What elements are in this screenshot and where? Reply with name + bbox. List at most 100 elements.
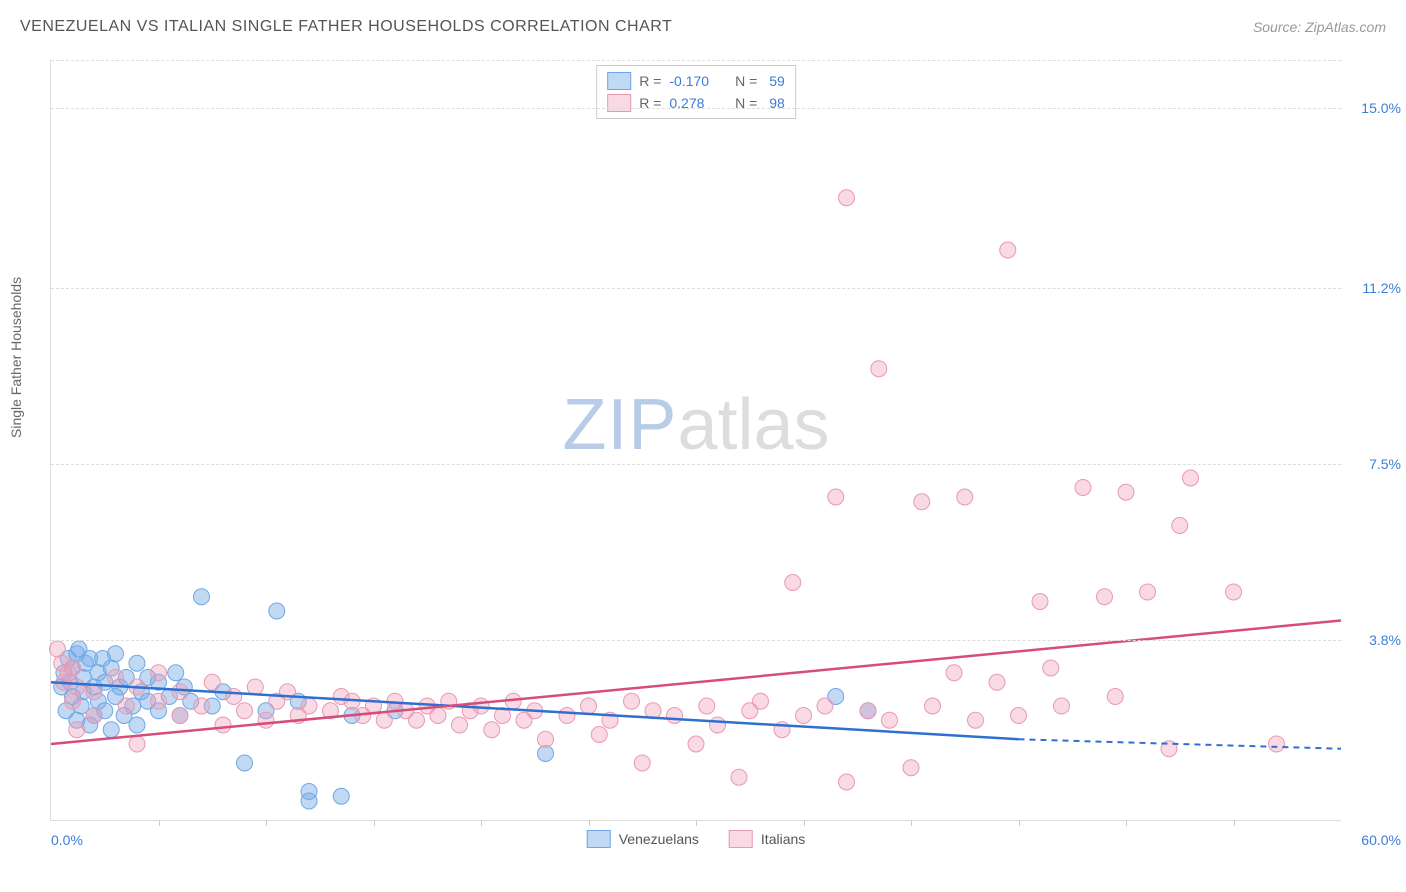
italians-point xyxy=(1000,242,1016,258)
italians-point xyxy=(1226,584,1242,600)
x-axis-minor-tick xyxy=(374,820,375,826)
italians-point xyxy=(409,712,425,728)
italians-point xyxy=(226,689,242,705)
italians-point xyxy=(108,670,124,686)
italians-point xyxy=(172,708,188,724)
gridline xyxy=(51,60,1341,61)
italians-point xyxy=(699,698,715,714)
italians-point xyxy=(129,736,145,752)
venezuelans-point xyxy=(194,589,210,605)
italians-point xyxy=(559,708,575,724)
venezuelans-point xyxy=(103,722,119,738)
venezuelans-point xyxy=(129,655,145,671)
italians-point xyxy=(667,708,683,724)
legend-n-label: N = xyxy=(727,95,757,111)
legend-row-italians: R =0.278 N = 98 xyxy=(607,92,785,114)
x-axis-minor-tick xyxy=(1234,820,1235,826)
italians-point xyxy=(118,698,134,714)
italians-point xyxy=(301,698,317,714)
scatter-plot xyxy=(51,60,1341,820)
italians-point xyxy=(538,731,554,747)
italians-point xyxy=(194,698,210,714)
italians-point xyxy=(69,722,85,738)
italians-point xyxy=(172,684,188,700)
italians-point xyxy=(968,712,984,728)
italians-point xyxy=(828,489,844,505)
source-attribution: Source: ZipAtlas.com xyxy=(1253,19,1386,35)
italians-point xyxy=(710,717,726,733)
venezuelans-point xyxy=(237,755,253,771)
venezuelans-point xyxy=(108,646,124,662)
y-axis-tick-label: 3.8% xyxy=(1369,632,1401,648)
legend-n-value: 98 xyxy=(765,95,784,111)
italians-point xyxy=(796,708,812,724)
series-legend-label: Venezuelans xyxy=(619,831,699,847)
x-axis-minor-tick xyxy=(1019,820,1020,826)
venezuelans-point xyxy=(538,746,554,762)
italians-point xyxy=(903,760,919,776)
italians-point xyxy=(839,774,855,790)
italians-point xyxy=(430,708,446,724)
italians-point xyxy=(860,703,876,719)
italians-point xyxy=(1075,480,1091,496)
italians-point xyxy=(215,717,231,733)
y-axis-label: Single Father Households xyxy=(8,277,24,438)
italians-point xyxy=(1183,470,1199,486)
italians-point xyxy=(247,679,263,695)
venezuelans-point xyxy=(129,717,145,733)
x-axis-minor-tick xyxy=(481,820,482,826)
italians-point xyxy=(69,679,85,695)
italians-point xyxy=(452,717,468,733)
y-axis-tick-label: 11.2% xyxy=(1362,280,1401,296)
x-axis-max-label: 60.0% xyxy=(1361,832,1401,848)
italians-point xyxy=(957,489,973,505)
italians-point xyxy=(871,361,887,377)
italians-point xyxy=(989,674,1005,690)
italians-point xyxy=(946,665,962,681)
correlation-legend: R =-0.170 N = 59R =0.278 N = 98 xyxy=(596,65,796,119)
italians-point xyxy=(258,712,274,728)
gridline xyxy=(51,640,1341,641)
series-legend-label: Italians xyxy=(761,831,805,847)
legend-n-value: 59 xyxy=(765,73,784,89)
venezuelans-trendline-extrapolated xyxy=(1019,739,1342,749)
series-legend: Venezuelans Italians xyxy=(587,830,806,848)
italians-point xyxy=(1118,484,1134,500)
legend-swatch xyxy=(729,830,753,848)
italians-point xyxy=(785,575,801,591)
series-legend-item: Venezuelans xyxy=(587,830,699,848)
x-axis-minor-tick xyxy=(804,820,805,826)
legend-swatch xyxy=(607,94,631,112)
italians-point xyxy=(65,693,81,709)
italians-point xyxy=(473,698,489,714)
italians-point xyxy=(624,693,640,709)
x-axis-min-label: 0.0% xyxy=(51,832,83,848)
italians-point xyxy=(925,698,941,714)
italians-point xyxy=(204,674,220,690)
italians-point xyxy=(817,698,833,714)
italians-point xyxy=(65,660,81,676)
x-axis-minor-tick xyxy=(1126,820,1127,826)
italians-point xyxy=(1097,589,1113,605)
y-axis-tick-label: 7.5% xyxy=(1369,456,1401,472)
gridline xyxy=(51,108,1341,109)
italians-point xyxy=(688,736,704,752)
italians-point xyxy=(581,698,597,714)
italians-point xyxy=(1172,518,1188,534)
italians-point xyxy=(1140,584,1156,600)
legend-swatch xyxy=(607,72,631,90)
italians-point xyxy=(237,703,253,719)
legend-swatch xyxy=(587,830,611,848)
italians-point xyxy=(914,494,930,510)
italians-point xyxy=(1107,689,1123,705)
italians-point xyxy=(151,693,167,709)
venezuelans-point xyxy=(333,788,349,804)
italians-point xyxy=(151,665,167,681)
legend-r-label: R = xyxy=(639,95,661,111)
italians-point xyxy=(634,755,650,771)
legend-row-venezuelans: R =-0.170 N = 59 xyxy=(607,70,785,92)
legend-n-label: N = xyxy=(727,73,757,89)
gridline xyxy=(51,288,1341,289)
venezuelans-point xyxy=(168,665,184,681)
italians-point xyxy=(882,712,898,728)
